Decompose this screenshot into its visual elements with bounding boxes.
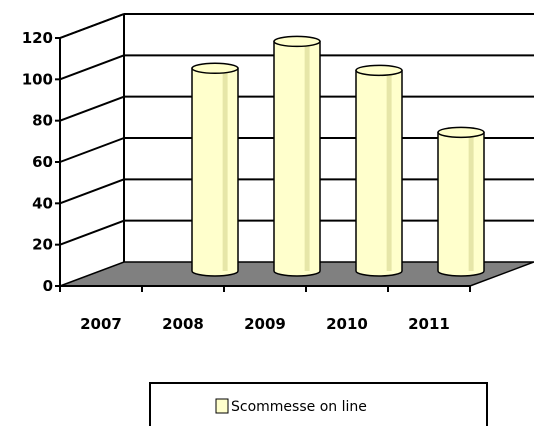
bar-series [191,35,485,277]
x-tick-label-2007: 2007 [80,315,122,333]
legend-box [149,382,488,426]
bar-2008 [191,62,239,277]
legend-swatch [215,398,229,414]
side-gridline-20 [59,219,125,246]
bar-2011 [437,126,485,277]
side-gridline-40 [59,178,125,205]
bar-body-2009 [273,40,321,277]
y-axis: 0 20 40 60 80 100 120 [22,29,61,295]
x-tick-label-2010: 2010 [326,315,368,333]
bar-body-2010 [355,69,403,277]
side-gridline-60 [59,137,125,163]
y-tick-label-100: 100 [22,70,53,88]
side-gridline-80 [59,95,125,122]
x-tick-label-2008: 2008 [162,315,204,333]
legend: Scommesse on line [149,382,488,426]
bar-2009 [273,35,321,277]
y-tick-label-80: 80 [32,112,53,130]
y-tick-label-120: 120 [22,29,53,47]
x-axis: 2007 2008 2009 2010 2011 [59,285,471,333]
y-tick-label-0: 0 [43,277,53,295]
bar-top-2010 [355,64,403,77]
y-tick-label-60: 60 [32,153,53,171]
bar-top-2011 [437,126,485,139]
side-gridline-100 [59,54,125,81]
bar-body-2008 [191,67,239,277]
y-tick-label-40: 40 [32,194,53,212]
x-tick-label-2009: 2009 [244,315,286,333]
bar-body-2011 [437,131,485,277]
bar-top-2008 [191,62,239,75]
y-tick-label-20: 20 [32,236,53,254]
bar-2010 [355,64,403,277]
x-tick-label-2011: 2011 [408,315,450,333]
side-gridline-120 [59,13,125,39]
bar-top-2009 [273,35,321,48]
legend-label-scommesse-on-line: Scommesse on line [231,399,367,415]
